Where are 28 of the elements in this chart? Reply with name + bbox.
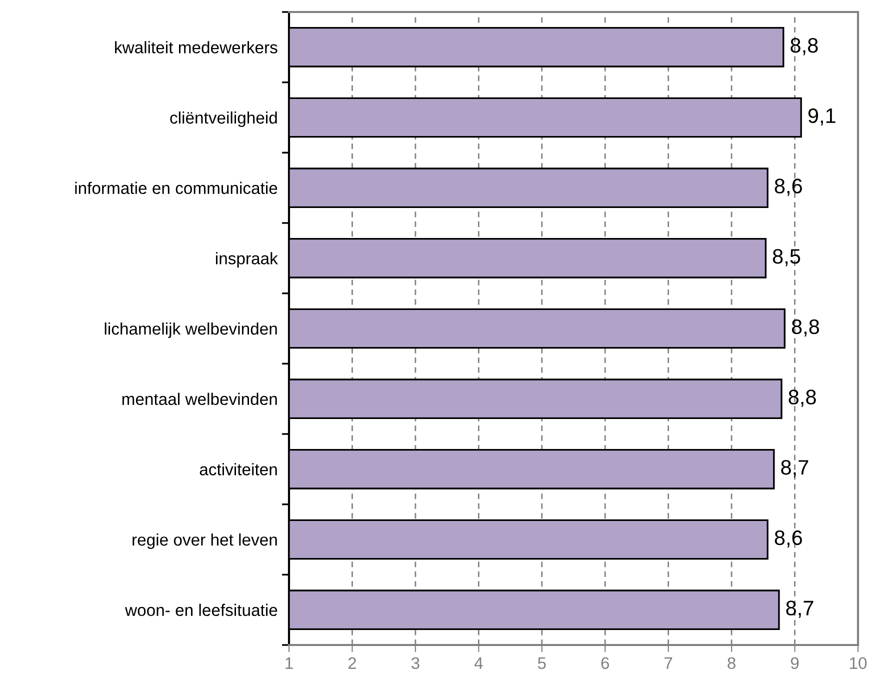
- x-tick-label: 9: [790, 657, 799, 670]
- data-label: 8,8: [792, 319, 820, 337]
- data-label: 8,8: [790, 38, 818, 56]
- data-label: 8,8: [788, 390, 816, 407]
- data-label: 8,5: [772, 249, 800, 266]
- data-label: 8,7: [786, 600, 814, 618]
- y-tick-label: mentaal welbevinden: [122, 392, 277, 406]
- y-tick-label: lichamelijk welbevinden: [104, 322, 277, 338]
- x-tick-label: 10: [850, 657, 867, 670]
- x-tick-label: 2: [348, 657, 356, 669]
- x-tick-label: 3: [411, 657, 420, 670]
- y-tick-label: cliëntveiligheid: [170, 111, 277, 127]
- x-tick-label: 5: [538, 657, 546, 670]
- y-tick-label: inspraak: [216, 252, 278, 268]
- x-tick-label: 8: [728, 657, 736, 670]
- x-tick-label: 6: [601, 657, 610, 670]
- x-tick-label: 7: [664, 657, 672, 669]
- y-tick-label: woon- en leefsituatie: [125, 604, 278, 616]
- y-tick-label: kwaliteit medewerkers: [115, 41, 278, 54]
- data-label: 9,1: [808, 108, 836, 126]
- x-tick-label: 4: [474, 657, 483, 669]
- data-label: 8,6: [774, 178, 802, 196]
- data-label: 8,6: [774, 530, 802, 548]
- x-tick-label: 1: [286, 657, 293, 669]
- y-tick-label: informatie en communicatie: [75, 182, 278, 194]
- y-tick-label: activiteiten: [200, 463, 277, 476]
- data-label: 8,7: [781, 460, 808, 478]
- y-tick-label: regie over het leven: [132, 533, 277, 549]
